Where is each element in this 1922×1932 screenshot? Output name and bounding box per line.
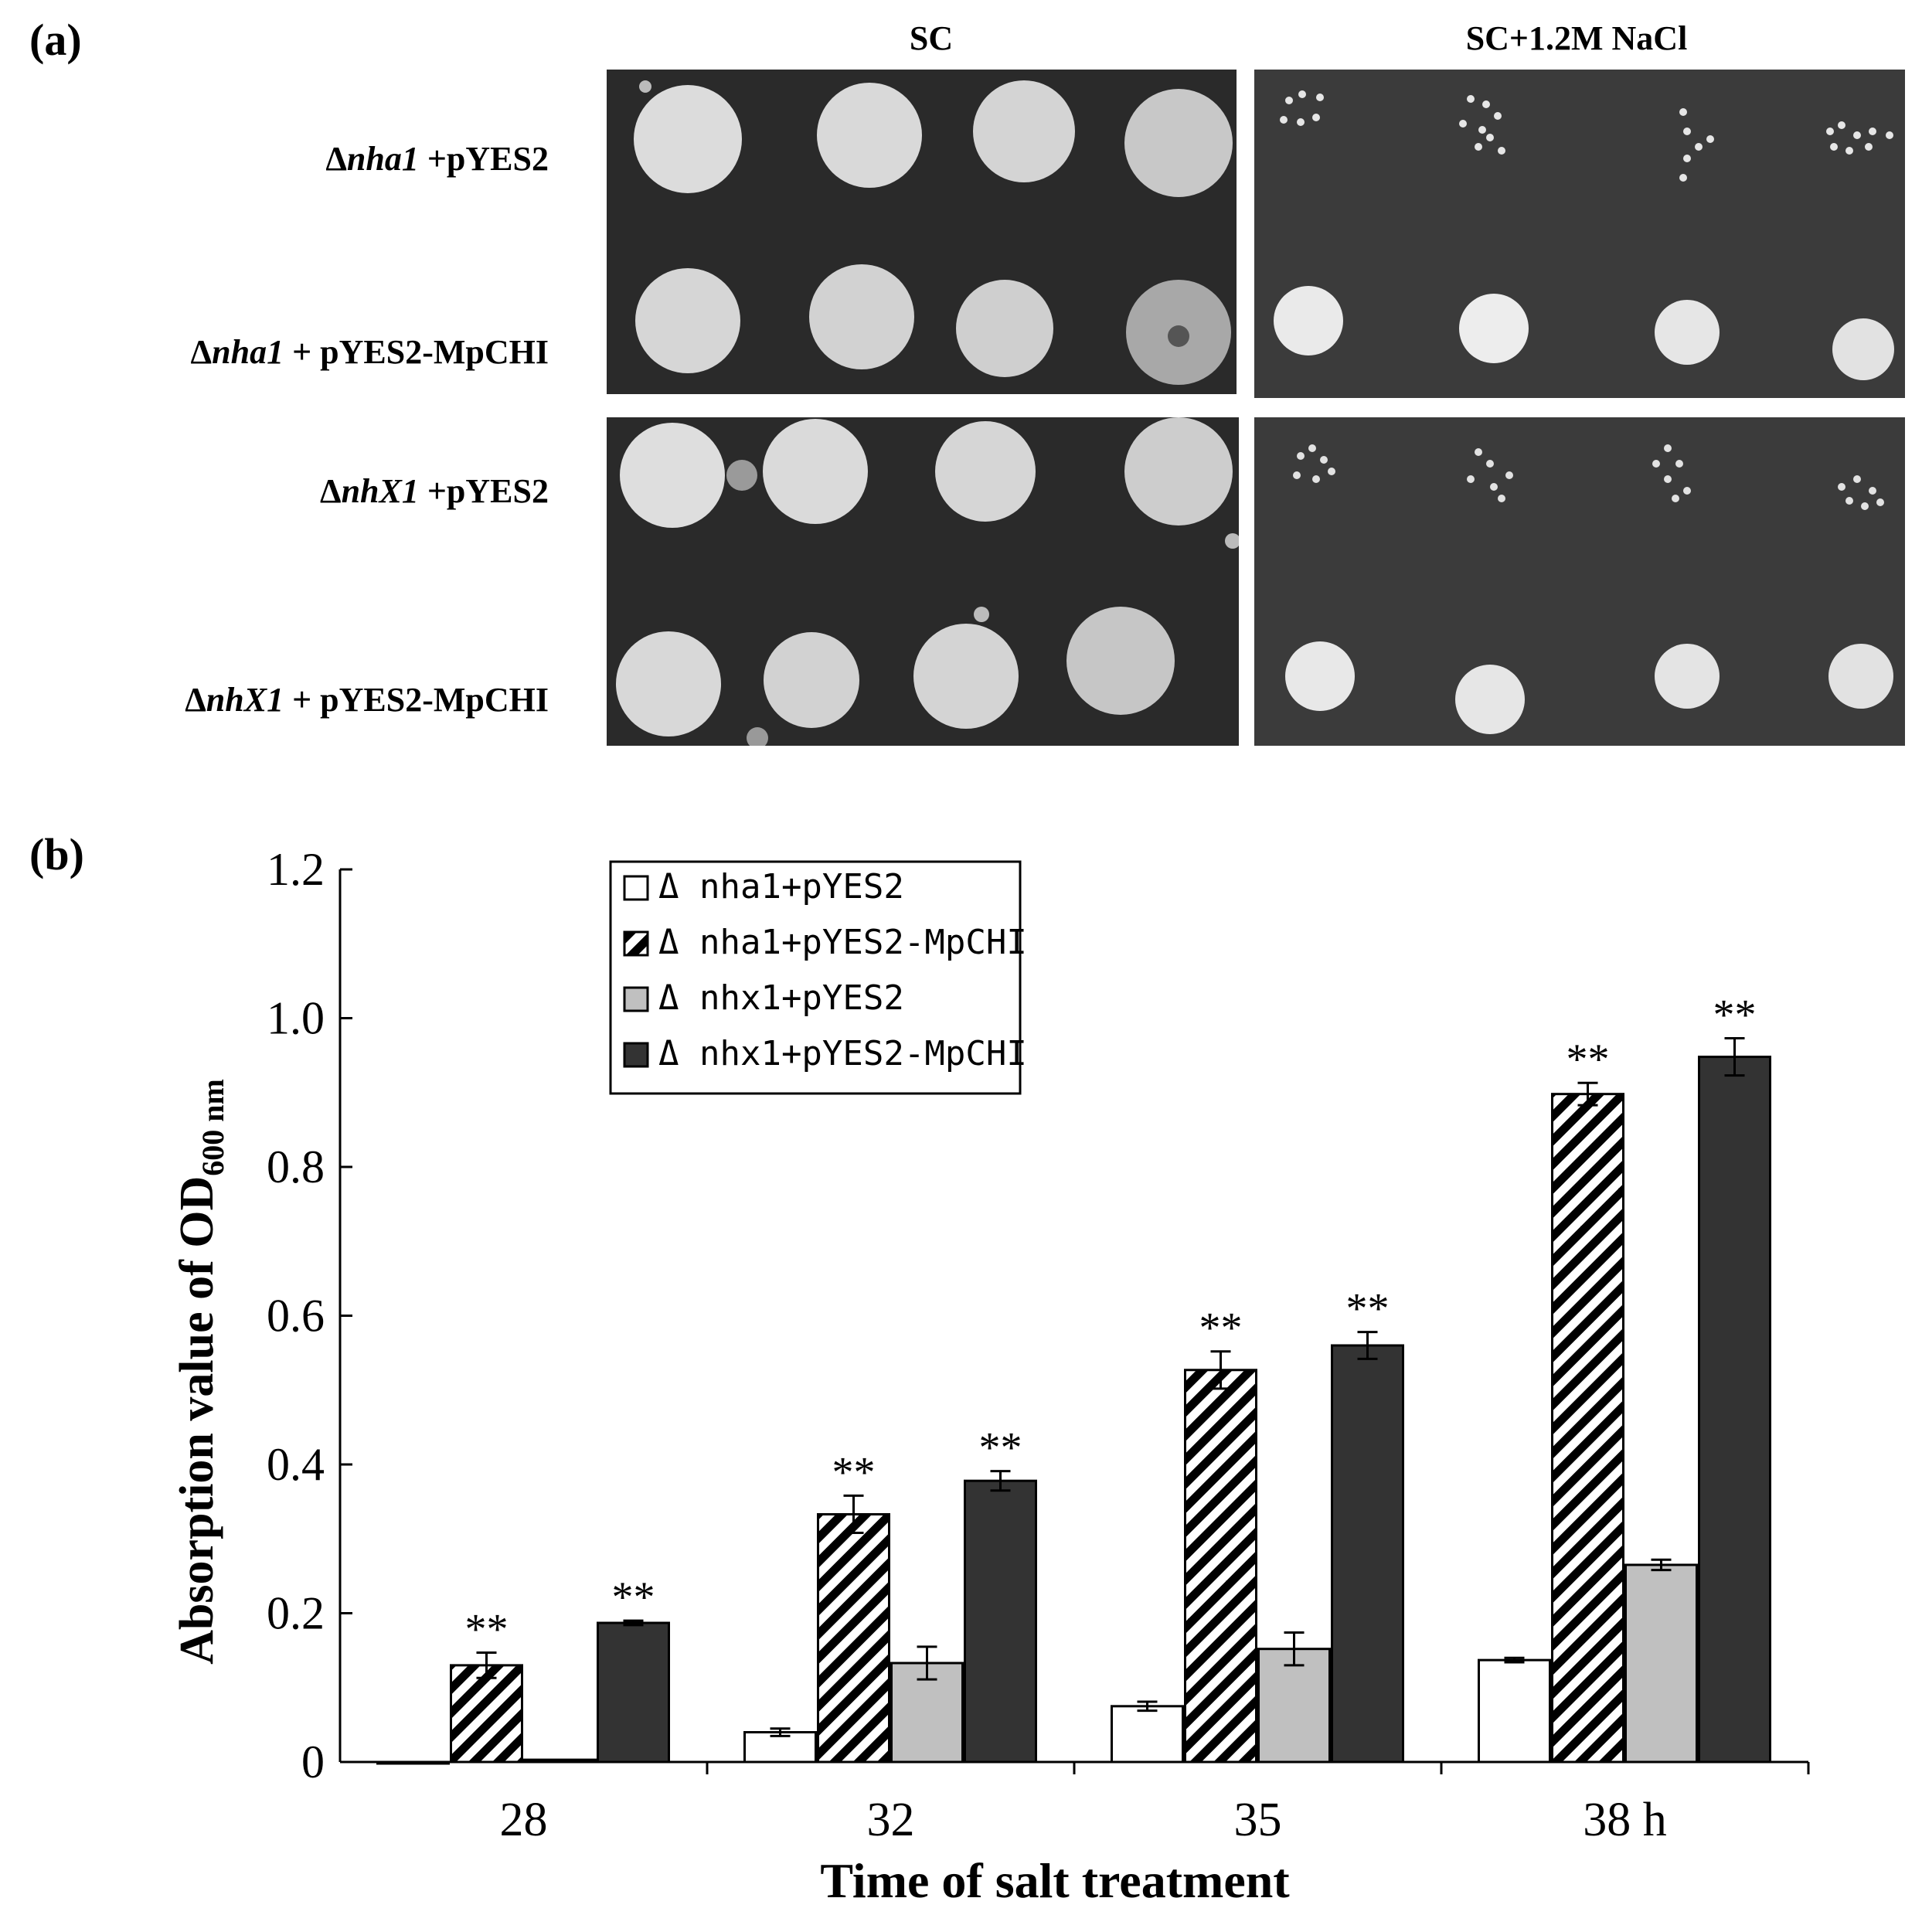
row-label-4: ΔnhX1 + pYES2-MpCHI: [185, 681, 549, 719]
colony-spot: [763, 419, 868, 524]
bar-3-1: [964, 1479, 1037, 1764]
y-tick-label: 0: [301, 1736, 325, 1787]
colony-spot: [817, 83, 922, 188]
y-tick-label: 1.0: [267, 993, 325, 1044]
y-tick-label: 0.6: [267, 1291, 325, 1342]
legend-label-0: Δ nha1+pYES2: [658, 867, 904, 906]
y-tick-label: 0.2: [267, 1588, 325, 1639]
bar-3-0: [597, 1621, 670, 1764]
bar-3-2: [1331, 1344, 1404, 1764]
colony-spot: [1459, 294, 1529, 363]
y-tick-label: 1.2: [267, 844, 325, 895]
colony-spot: [1274, 286, 1343, 355]
column-header-sc: SC: [909, 19, 954, 57]
colony-spot: [1066, 607, 1175, 715]
legend-swatch-0: [623, 875, 649, 901]
colony-spot: [973, 80, 1075, 182]
legend-label-2: Δ nhx1+pYES2: [658, 978, 904, 1018]
colony-spot: [1455, 665, 1525, 734]
legend-label-3: Δ nhx1+pYES2-MpCHI: [658, 1034, 1027, 1073]
colony-spot: [913, 624, 1019, 729]
colony-spot: [620, 423, 725, 528]
significance-mark: **: [1346, 1285, 1390, 1333]
x-tick-label: 35: [1234, 1794, 1282, 1846]
x-axis-label: Time of salt treatment: [820, 1853, 1290, 1908]
y-tick-label: 0.4: [267, 1439, 325, 1490]
colony-spot: [635, 268, 740, 373]
colony-spot: [616, 631, 721, 736]
colony-spot: [809, 264, 914, 369]
bar-0-2: [1111, 1705, 1184, 1764]
legend-swatch-2: [623, 986, 649, 1012]
colony-spot: [1285, 641, 1355, 711]
legend-label-1: Δ nha1+pYES2-MpCHI: [658, 923, 1027, 962]
bar-chart: 0 0.2 0.4 0.6 0.8 1.0 1.2 28 32 35 38 h ** ** ** ** **…: [171, 844, 1810, 1908]
plate-nacl-nha1: [1254, 70, 1905, 398]
colony-spot: [1124, 89, 1233, 197]
bar-0-0: [376, 1760, 450, 1765]
row-label-2: Δnha1 + pYES2-MpCHI: [190, 333, 549, 371]
row-label-1: Δnha1 +pYES2: [325, 140, 549, 178]
colony-spot: [1655, 644, 1720, 709]
significance-mark: **: [1713, 991, 1757, 1039]
plate-sc-nhx1: [607, 417, 1239, 746]
colony-spot: [956, 280, 1053, 377]
bar-1-1: [817, 1512, 890, 1764]
panel-b-letter: (b): [29, 829, 84, 879]
significance-mark: **: [612, 1573, 655, 1621]
bar-1-3: [1551, 1093, 1624, 1764]
colony-spot: [634, 85, 742, 193]
bar-1-2: [1184, 1369, 1257, 1764]
x-tick-label: 32: [867, 1794, 915, 1846]
bar-2-2: [1257, 1648, 1331, 1764]
significance-mark: **: [1199, 1304, 1243, 1352]
legend-swatch-1: [623, 930, 649, 957]
colony-spot: [1124, 417, 1233, 526]
legend-box: [609, 860, 1022, 1095]
bar-0-3: [1478, 1658, 1551, 1764]
significance-mark: **: [979, 1424, 1022, 1472]
bar-2-0: [523, 1758, 597, 1764]
plate-sc-nha1: [607, 70, 1237, 394]
x-tick-label: 28: [500, 1794, 548, 1846]
x-tick-label: 38 h: [1583, 1794, 1667, 1846]
y-axis-label: Absorption value of OD600 nm: [171, 1079, 230, 1665]
column-header-sc-nacl: SC+1.2M NaCl: [1465, 19, 1688, 57]
significance-mark: **: [832, 1448, 876, 1496]
plate-nacl-nhx1: [1254, 417, 1905, 746]
colony-spot: [764, 632, 859, 728]
colony-spot: [1832, 318, 1894, 380]
legend-swatch-3: [623, 1042, 649, 1068]
bar-3-3: [1698, 1056, 1771, 1764]
significance-mark: **: [1567, 1036, 1610, 1083]
colony-spot: [1655, 300, 1720, 365]
significance-mark: **: [465, 1606, 509, 1654]
bar-1-0: [450, 1664, 523, 1764]
y-tick-label: 0.8: [267, 1141, 325, 1192]
colony-spot: [1828, 644, 1893, 709]
colony-spot: [935, 421, 1036, 522]
bar-2-3: [1624, 1563, 1698, 1764]
bar-0-1: [743, 1731, 817, 1764]
panel-a-letter: (a): [29, 15, 82, 65]
row-label-3: ΔnhX1 +pYES2: [319, 472, 549, 510]
